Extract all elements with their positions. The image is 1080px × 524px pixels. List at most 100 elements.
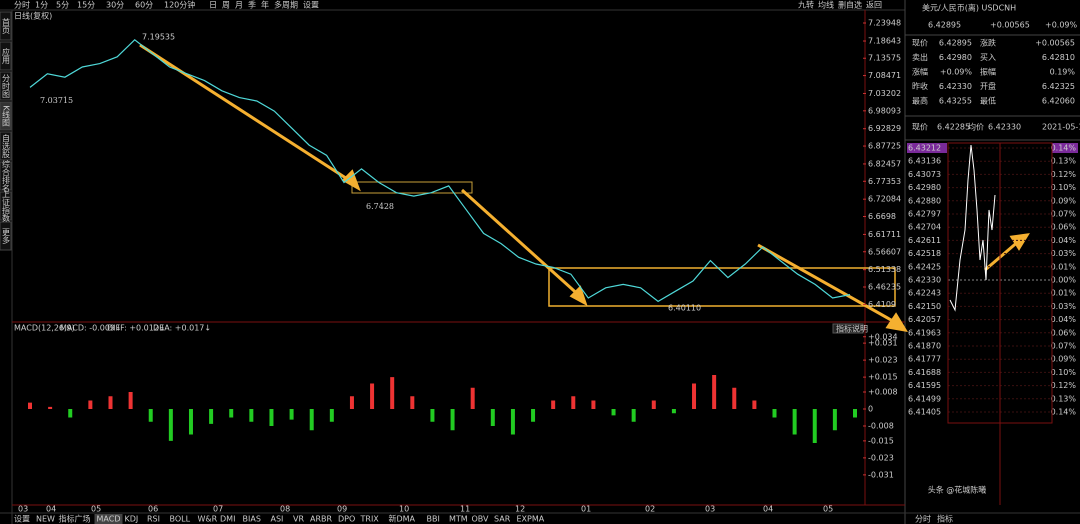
indicator-tab[interactable]: KDJ — [125, 515, 139, 524]
side-tab[interactable]: 更多 — [2, 228, 11, 245]
intraday-header: 6.42285 — [937, 123, 970, 132]
quote-price: 6.42895 — [928, 21, 961, 30]
indicator-tab[interactable]: TRIX — [360, 515, 380, 524]
indicator-tab[interactable]: EXPMA — [517, 515, 545, 524]
indicator-tab[interactable]: SAR — [494, 515, 511, 524]
side-tab-bg — [0, 41, 12, 71]
annotation: 6.7428 — [366, 202, 394, 211]
toolbar-button[interactable]: 返回 — [866, 1, 882, 10]
intraday-line — [949, 144, 996, 312]
intraday-y-label: 6.42057 — [908, 315, 941, 324]
indicator-tab[interactable]: ASI — [271, 515, 284, 524]
intraday-pct-label: 0.03% — [1051, 302, 1077, 311]
panel-tab[interactable]: 指标 — [937, 514, 953, 524]
indicator-tab[interactable]: 新DMA — [389, 514, 416, 524]
intraday-y-label: 6.42704 — [908, 223, 941, 232]
quote-value: +0.00565 — [1035, 39, 1075, 48]
quote-title: 美元/人民币(离) USDCNH — [922, 3, 1016, 13]
x-tick-label: 03 — [705, 505, 715, 514]
x-tick-label: 01 — [581, 505, 591, 514]
indicator-tab[interactable]: 设置 — [14, 514, 30, 524]
intraday-pct-label: 0.00% — [1051, 276, 1077, 285]
toolbar-button[interactable]: 删自选 — [838, 0, 862, 10]
y-tick-label: 7.23948 — [868, 19, 901, 28]
indicator-tab[interactable]: MTM — [449, 515, 468, 524]
y-tick-label: 6.61711 — [868, 230, 901, 239]
indicator-tab[interactable]: DMI — [220, 515, 235, 524]
intraday-pct-label: 0.10% — [1051, 368, 1077, 377]
period-tab[interactable]: 30分 — [106, 1, 124, 10]
side-tab-bg — [0, 11, 12, 41]
intraday-header: 2021-05-19 — [1042, 123, 1080, 132]
indicator-tab[interactable]: BBI — [427, 515, 440, 524]
quote-label: 现价 — [912, 39, 928, 48]
x-tick-label: 02 — [645, 505, 655, 514]
intraday-pct-label: 0.06% — [1051, 328, 1077, 337]
panel-tab[interactable]: 分时 — [915, 514, 931, 524]
indicator-tab[interactable]: BIAS — [243, 515, 261, 524]
indicator-tab[interactable]: W&R — [198, 515, 218, 524]
x-tick-label: 04 — [46, 505, 56, 514]
y-tick-label: 6.82457 — [868, 159, 901, 168]
indicator-value: DIFF: +0.012↓ — [107, 324, 166, 333]
side-tab[interactable]: K线图 — [2, 105, 11, 127]
intraday-pct-label: 0.03% — [1051, 249, 1077, 258]
x-tick-label: 10 — [399, 505, 409, 514]
period-tab[interactable]: 5分 — [56, 1, 69, 10]
side-tab[interactable]: 分时图 — [2, 74, 11, 99]
indicator-tab[interactable]: OBV — [472, 515, 490, 524]
side-tab[interactable]: 首页 — [2, 17, 11, 35]
side-tab-bg — [0, 71, 12, 101]
y-tick-label: 7.18643 — [868, 37, 901, 46]
period-tab[interactable]: 60分 — [135, 1, 153, 10]
indicator-tab[interactable]: MACD — [97, 515, 121, 524]
quote-label: 涨幅 — [912, 67, 928, 77]
side-tab[interactable]: 上证指数 — [2, 190, 11, 223]
period-tab[interactable]: 月 — [235, 1, 243, 10]
y-tick-label: 6.77353 — [868, 177, 901, 186]
x-tick-label: 03 — [18, 505, 28, 514]
period-tab[interactable]: 1分 — [35, 1, 48, 10]
indicator-tab[interactable]: VR — [293, 515, 304, 524]
period-tab[interactable]: 分时 — [14, 0, 30, 10]
period-tab[interactable]: 多周期 — [274, 0, 298, 10]
intraday-y-label: 6.42243 — [908, 289, 941, 298]
indicator-tab[interactable]: ARBR — [310, 515, 333, 524]
watermark: 头条 @花城陈曦 — [928, 485, 987, 495]
side-tab[interactable]: 综合排名 — [2, 159, 11, 193]
quote-value: 6.42810 — [1042, 53, 1075, 62]
x-tick-label: 08 — [280, 505, 290, 514]
period-tab[interactable]: 年 — [261, 0, 269, 10]
period-tab[interactable]: 120分钟 — [164, 0, 195, 10]
y-tick-label: +0.015 — [868, 373, 898, 382]
period-tab[interactable]: 季 — [248, 0, 256, 10]
period-tab[interactable]: 周 — [222, 1, 230, 10]
intraday-y-label: 6.41595 — [908, 381, 941, 390]
intraday-pct-label: 0.12% — [1051, 381, 1077, 390]
toolbar-button[interactable]: 九转 — [798, 0, 814, 10]
indicator-tab[interactable]: 指标广场 — [59, 514, 91, 524]
side-tab[interactable]: 自选股 — [2, 133, 11, 159]
y-tick-label: 7.03202 — [868, 89, 901, 98]
intraday-y-label: 6.43136 — [908, 157, 941, 166]
side-tab[interactable]: 应用 — [2, 47, 11, 65]
indicator-tab[interactable]: DPO — [338, 515, 355, 524]
period-tab[interactable]: 设置 — [303, 0, 319, 10]
period-tab[interactable]: 日 — [209, 1, 217, 10]
quote-value: 6.42060 — [1042, 97, 1075, 106]
indicator-tab[interactable]: NEW — [36, 515, 55, 524]
period-tab[interactable]: 15分 — [77, 1, 95, 10]
x-tick-label: 05 — [823, 505, 833, 514]
indicator-tab[interactable]: BOLL — [170, 515, 191, 524]
y-tick-label: 6.6698 — [868, 212, 896, 221]
toolbar-button[interactable]: 均线 — [818, 0, 834, 10]
indicator-tab[interactable]: RSI — [147, 515, 160, 524]
quote-value: +0.09% — [940, 68, 973, 77]
intraday-pct-label: 0.14% — [1051, 144, 1077, 153]
x-tick-label: 04 — [763, 505, 773, 514]
intraday-header: 现价 — [912, 123, 928, 132]
intraday-y-label: 6.42880 — [908, 196, 941, 205]
indicator-help[interactable]: 指标说明 — [836, 324, 868, 334]
intraday-y-label: 6.41870 — [908, 342, 941, 351]
y-tick-label: 6.92829 — [868, 124, 901, 133]
